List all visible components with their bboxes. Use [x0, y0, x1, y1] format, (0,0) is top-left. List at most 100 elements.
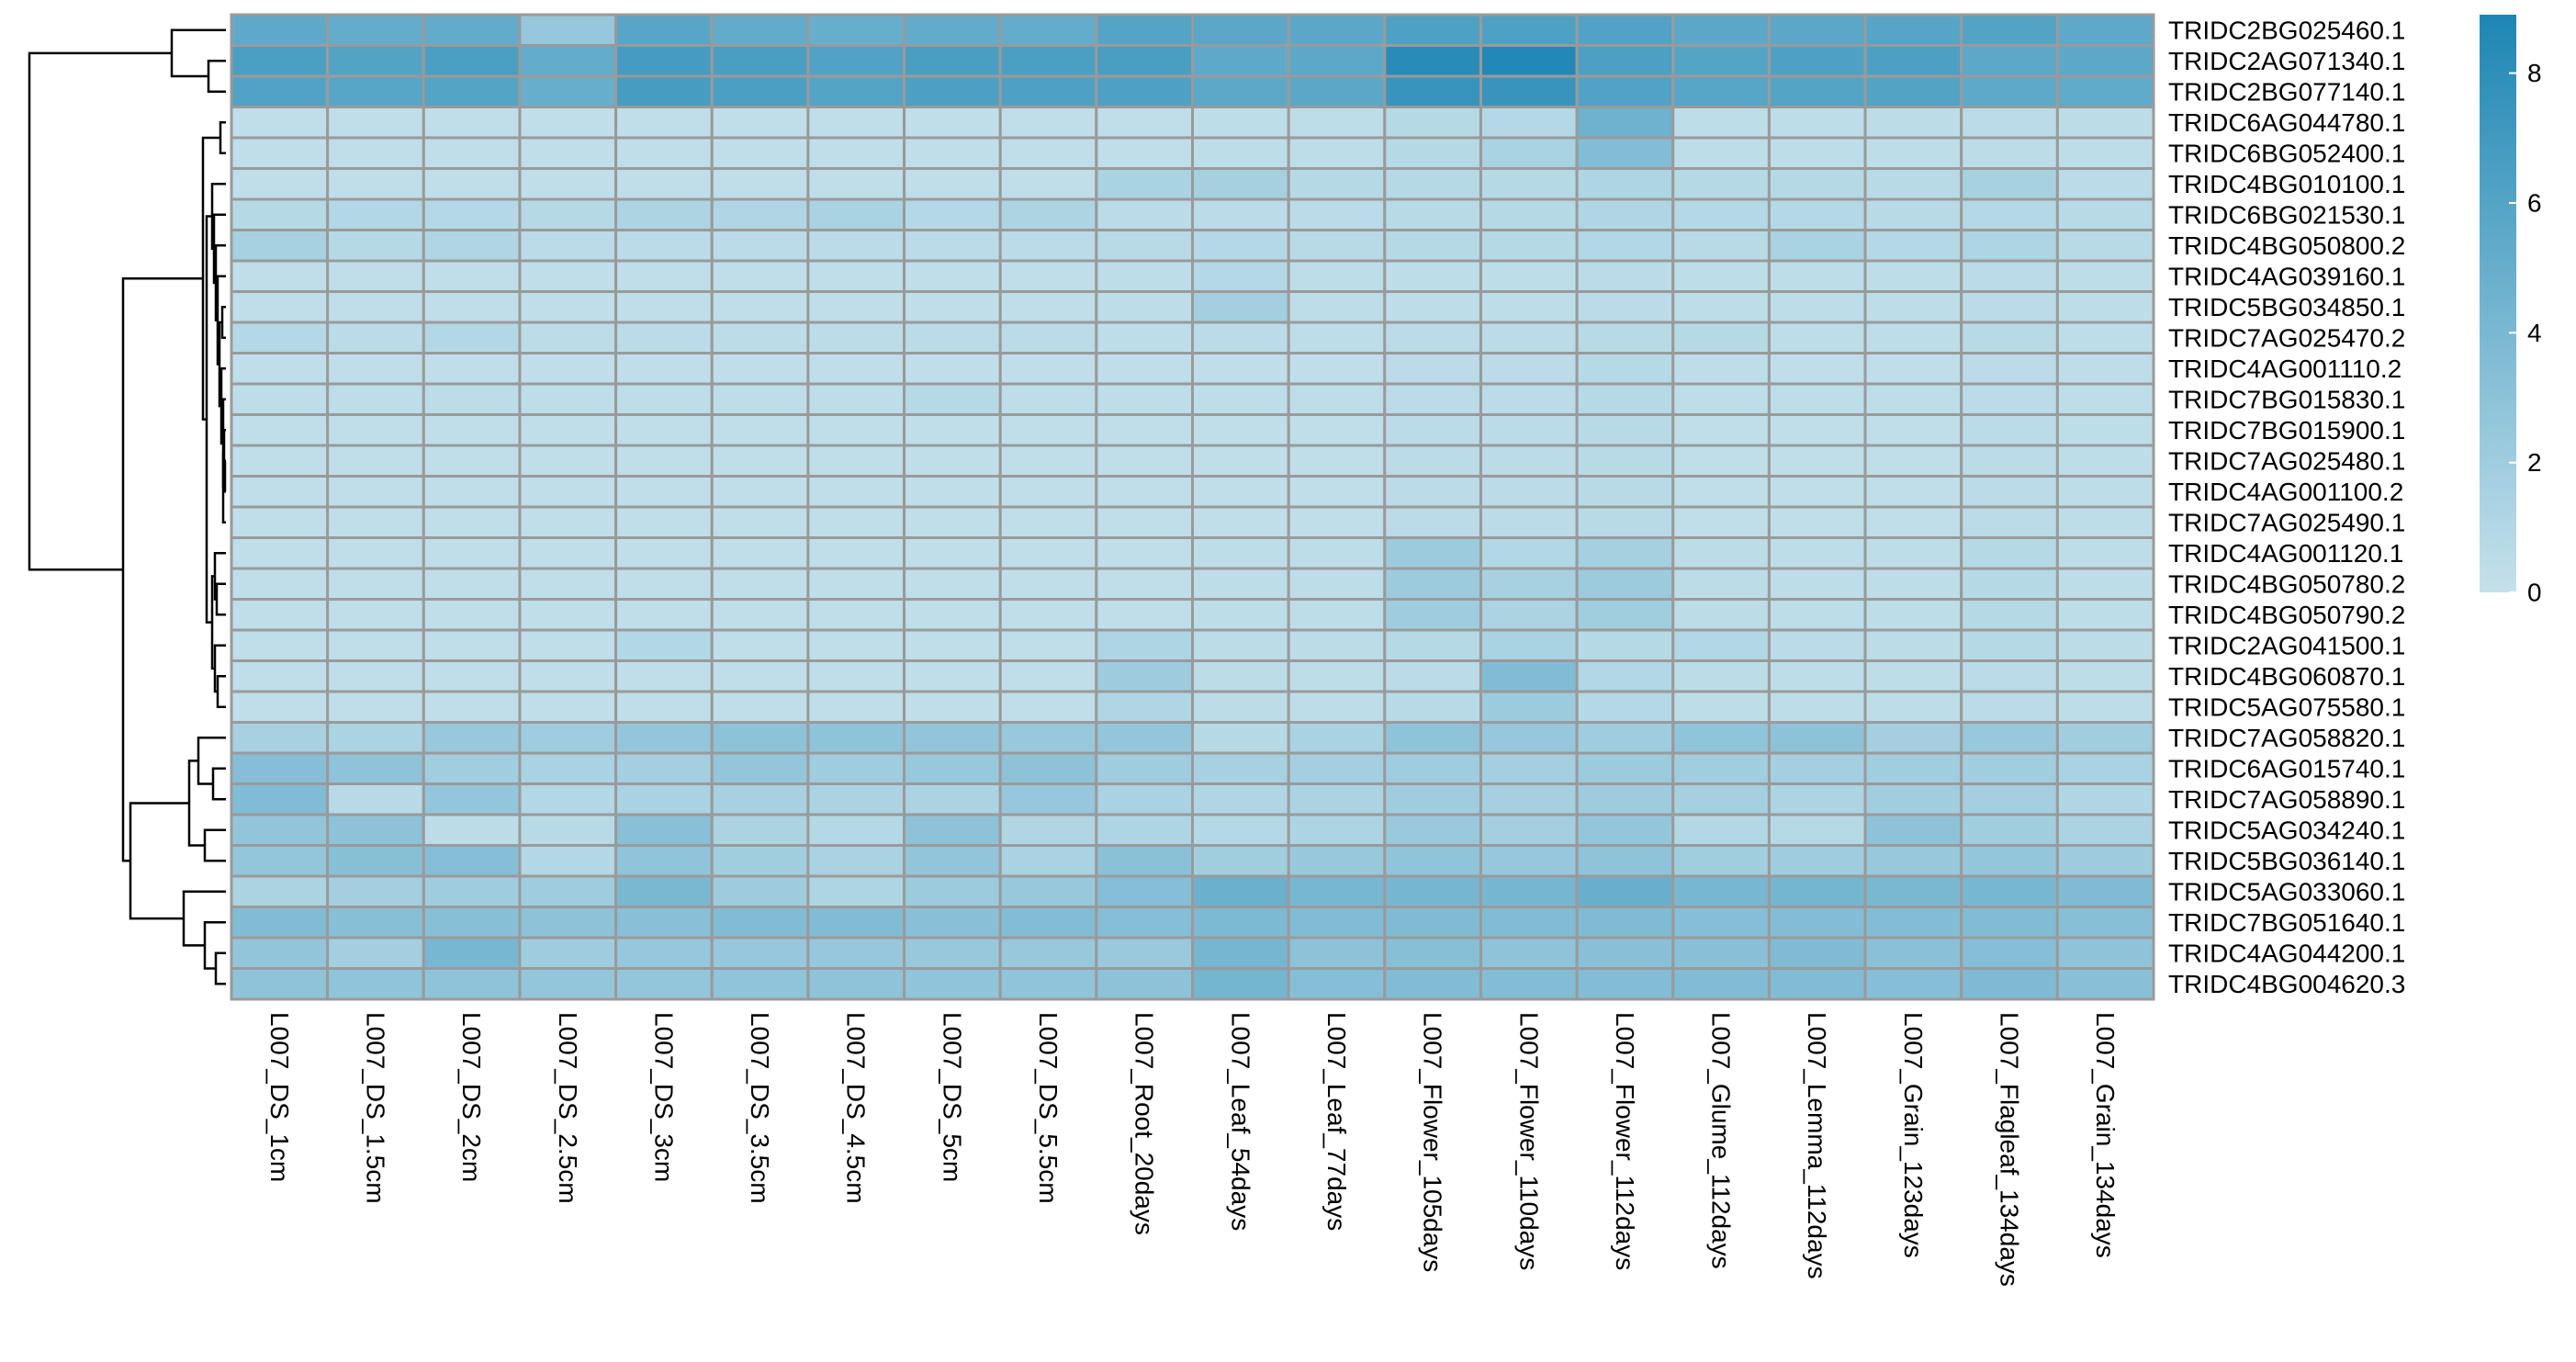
heatmap-cell [1383, 690, 1482, 724]
heatmap-cell [806, 536, 906, 570]
heatmap-cell [1095, 106, 1194, 140]
heatmap-cell [230, 874, 330, 908]
heatmap-cell [710, 751, 810, 785]
heatmap-cell [1863, 13, 1963, 47]
column-label: L007_Flagleaf_134days [1996, 1012, 2024, 1287]
heatmap-cell [903, 628, 1002, 662]
heatmap-cell [1863, 382, 1963, 416]
heatmap-cell [710, 413, 810, 447]
heatmap-cell [1960, 782, 2059, 816]
heatmap-cell [903, 44, 1002, 78]
heatmap-cell [903, 690, 1002, 724]
heatmap-cell [326, 74, 425, 108]
heatmap-cell [230, 413, 330, 447]
heatmap-cell [1479, 413, 1579, 447]
column-label: L007_DS_5cm [938, 1012, 966, 1182]
heatmap-cell [1095, 444, 1194, 478]
heatmap-cell [903, 874, 1002, 908]
heatmap-cell [230, 106, 330, 140]
heatmap-cell [1960, 659, 2059, 693]
heatmap-cell [326, 413, 425, 447]
heatmap-cell [903, 352, 1002, 386]
heatmap-cell [806, 721, 906, 755]
heatmap-cell [1095, 844, 1194, 878]
heatmap-cell [1095, 628, 1194, 662]
column-label: L007_DS_2.5cm [554, 1012, 582, 1204]
heatmap-cell [326, 259, 425, 293]
heatmap-cell [1671, 13, 1771, 47]
heatmap-cell [1287, 475, 1387, 509]
heatmap-cell [806, 13, 906, 47]
heatmap-cell [422, 906, 522, 940]
heatmap-cell [998, 598, 1098, 632]
heatmap-cell [1863, 567, 1963, 601]
column-label: L007_DS_1.5cm [361, 1012, 389, 1204]
heatmap-cell [1287, 444, 1387, 478]
row-label: TRIDC5BG034850.1 [2168, 293, 2405, 321]
heatmap-cell [1575, 813, 1675, 847]
heatmap-cell [518, 382, 618, 416]
heatmap-cell [1191, 906, 1290, 940]
heatmap-cell [230, 536, 330, 570]
heatmap-cell [518, 290, 618, 324]
column-label: L007_Grain_134days [2091, 1012, 2120, 1258]
heatmap-cell [1671, 967, 1771, 1001]
heatmap-cell [2055, 106, 2155, 140]
heatmap-cell [230, 751, 330, 785]
heatmap-cell [326, 136, 425, 170]
heatmap-cell [710, 844, 810, 878]
heatmap-cell [326, 197, 425, 231]
heatmap-cell [1960, 74, 2059, 108]
heatmap-cell [1863, 413, 1963, 447]
heatmap-cell [806, 874, 906, 908]
heatmap-cell [1671, 782, 1771, 816]
heatmap-cell [1479, 505, 1579, 539]
heatmap-cell [1095, 413, 1194, 447]
heatmap-cell [614, 874, 714, 908]
heatmap-cell [326, 536, 425, 570]
heatmap-cell [903, 936, 1002, 970]
row-label: TRIDC4BG050790.2 [2168, 601, 2405, 629]
row-label: TRIDC7AG025490.1 [2168, 508, 2405, 536]
heatmap-cell [1191, 475, 1290, 509]
heatmap-cell [710, 229, 810, 263]
heatmap-cell [1575, 751, 1675, 785]
heatmap-cell [1863, 936, 1963, 970]
heatmap-cell [2055, 813, 2155, 847]
heatmap-cell [1960, 290, 2059, 324]
heatmap-cell [2055, 167, 2155, 201]
heatmap-cell [1863, 536, 1963, 570]
heatmap-cell [806, 782, 906, 816]
heatmap-cell [1287, 290, 1387, 324]
heatmap-cell [1575, 321, 1675, 355]
heatmap-cell [1383, 290, 1482, 324]
heatmap-cell [806, 628, 906, 662]
heatmap-cell [806, 321, 906, 355]
heatmap-cell [710, 259, 810, 293]
heatmap-cell [1287, 659, 1387, 693]
heatmap-cell [1095, 813, 1194, 847]
legend-tick-label: 6 [2527, 188, 2542, 217]
heatmap-cell [1287, 321, 1387, 355]
heatmap-cell [1960, 505, 2059, 539]
heatmap-cell [518, 967, 618, 1001]
heatmap-cell [1191, 628, 1290, 662]
heatmap-cell [1287, 136, 1387, 170]
heatmap-cell [1575, 74, 1675, 108]
heatmap-cell [230, 475, 330, 509]
heatmap-cell [1095, 382, 1194, 416]
heatmap-cell [1095, 721, 1194, 755]
heatmap-cell [422, 74, 522, 108]
heatmap-cell [614, 229, 714, 263]
heatmap-cell [1287, 106, 1387, 140]
heatmap-cell [1479, 844, 1579, 878]
heatmap-cell [806, 197, 906, 231]
heatmap-cell [1287, 505, 1387, 539]
legend-tick-label: 2 [2527, 448, 2542, 477]
heatmap-cell [1095, 659, 1194, 693]
heatmap-cell [1767, 475, 1867, 509]
heatmap-cell [1095, 167, 1194, 201]
heatmap-cell [1767, 444, 1867, 478]
heatmap-cell [1960, 475, 2059, 509]
heatmap-cell [1863, 444, 1963, 478]
